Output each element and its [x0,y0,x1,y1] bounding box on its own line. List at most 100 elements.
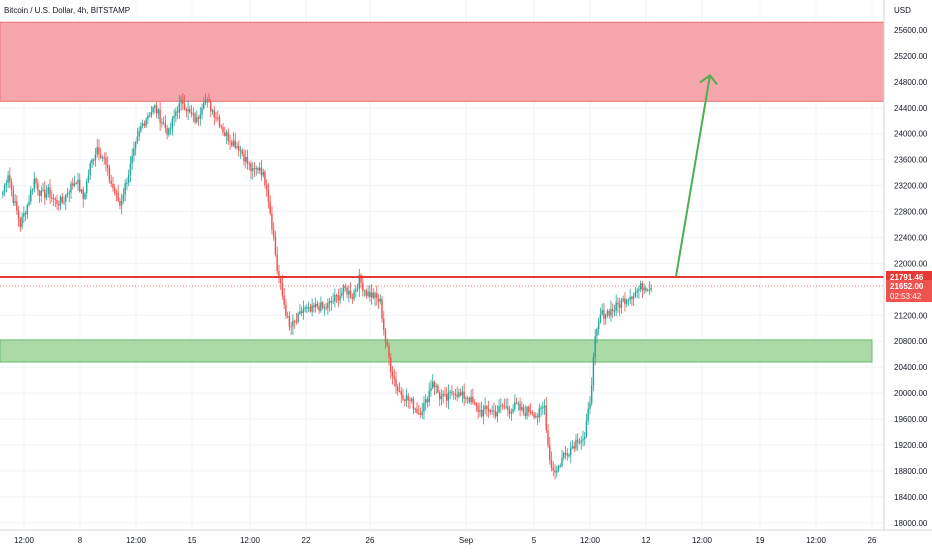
support-zone[interactable] [0,339,873,363]
candle [355,284,357,298]
candle [40,186,42,203]
candle [346,285,348,299]
candle [189,105,191,114]
candle [477,402,479,419]
candle [35,177,37,189]
candle [428,382,430,407]
candle [33,171,35,193]
candle [101,155,104,162]
candle [473,399,476,406]
time-tick-label: 8 [78,536,83,545]
candle [124,179,126,202]
candle [372,288,374,300]
candle [440,388,443,406]
projection-arrow[interactable] [675,74,718,277]
candle [227,128,229,145]
candle [608,308,610,319]
candle [127,169,130,187]
candle [480,401,483,419]
candle [253,161,256,177]
candle [192,107,195,123]
candle [105,152,107,172]
candle [257,166,259,174]
candle [286,311,289,319]
candle [283,288,285,310]
time-tick-label: 15 [188,536,197,545]
candle [213,105,215,126]
candle [92,158,95,166]
candle [59,195,62,210]
candle [641,280,644,299]
candle [197,115,200,127]
candle [376,285,378,306]
candle [512,404,514,415]
candle [71,177,74,190]
candle [330,296,333,311]
candle [369,285,371,302]
candle [185,107,188,118]
candle [576,433,579,451]
candle [44,181,46,205]
price-tick-label: 21200.00 [894,311,928,320]
candle [85,178,88,199]
candle [129,156,132,182]
candle [47,184,49,198]
candle [82,186,84,208]
candle [438,390,441,407]
candle [365,288,367,299]
candle [295,312,298,325]
time-tick-label: 12:00 [692,536,713,545]
candle [402,388,404,402]
candle [627,298,630,306]
candle [323,304,326,316]
candle [398,382,401,393]
candle [51,190,53,202]
candle [403,398,406,407]
candle [318,302,320,314]
candle [73,175,76,188]
candle [176,105,179,120]
candle [299,304,301,315]
candle [592,352,595,392]
time-axis[interactable]: 12:00 8 12:00 15 12:00 22 26 Sep 5 12:00 12 12:00 19… [14,536,877,545]
candle [360,273,362,289]
candle [10,178,13,197]
candle [66,188,69,198]
candle [396,384,399,396]
candle [117,184,119,203]
last-price-label: 21652.00 [890,282,924,291]
candle [423,396,425,420]
price-tick-label: 22400.00 [894,233,928,242]
candle [585,413,588,438]
resistance-zone[interactable] [0,21,885,102]
candle [650,283,652,293]
candle [21,212,23,230]
candle [571,440,574,450]
candle [508,405,511,419]
candle [204,93,207,106]
candle [569,441,572,464]
candle [437,384,439,394]
candle [148,112,151,118]
candle [531,410,533,416]
candle [503,398,506,410]
candle [196,110,198,124]
time-tick-label: 12:00 [580,536,601,545]
candle [482,404,485,425]
candle [143,120,146,128]
candle [140,121,142,134]
candle [374,291,376,307]
candle [16,195,18,215]
candle [409,397,411,409]
candle [12,185,15,206]
candle [500,398,502,413]
candle [311,298,313,317]
candle [112,176,114,192]
candle [468,396,471,404]
candle [456,386,458,402]
candle [108,165,111,184]
candle [341,287,343,299]
price-axis[interactable]: 25600.00 25200.00 24800.00 24400.00 24000.00… [894,26,928,528]
